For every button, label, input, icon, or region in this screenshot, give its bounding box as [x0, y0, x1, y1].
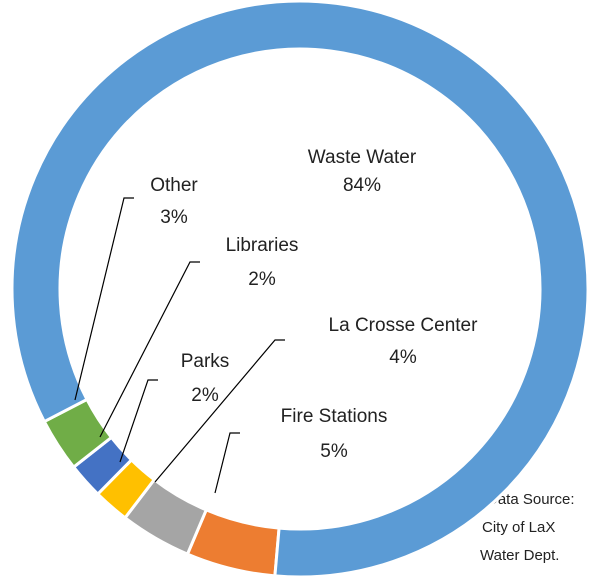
value-label: 5%	[320, 441, 348, 462]
slice-label: Fire Stations	[281, 406, 388, 427]
leader-line	[119, 379, 158, 463]
source-note: Water Dept.	[480, 547, 559, 564]
value-label: 84%	[343, 175, 381, 196]
slice-label: Other	[150, 175, 198, 196]
source-note: Data Source:	[487, 491, 575, 508]
value-label: 3%	[160, 207, 188, 228]
leader-line	[99, 261, 200, 438]
slice-label: Parks	[181, 351, 230, 372]
slice-label: Waste Water	[308, 147, 417, 168]
leader-line	[214, 432, 240, 494]
source-note: City of LaX	[482, 519, 555, 536]
leader-line	[74, 197, 134, 401]
value-label: 4%	[389, 347, 417, 368]
leader-line	[154, 339, 285, 483]
value-label: 2%	[248, 269, 276, 290]
value-label: 2%	[191, 385, 219, 406]
slice-label: La Crosse Center	[329, 315, 479, 336]
slice-label: Libraries	[226, 235, 299, 256]
